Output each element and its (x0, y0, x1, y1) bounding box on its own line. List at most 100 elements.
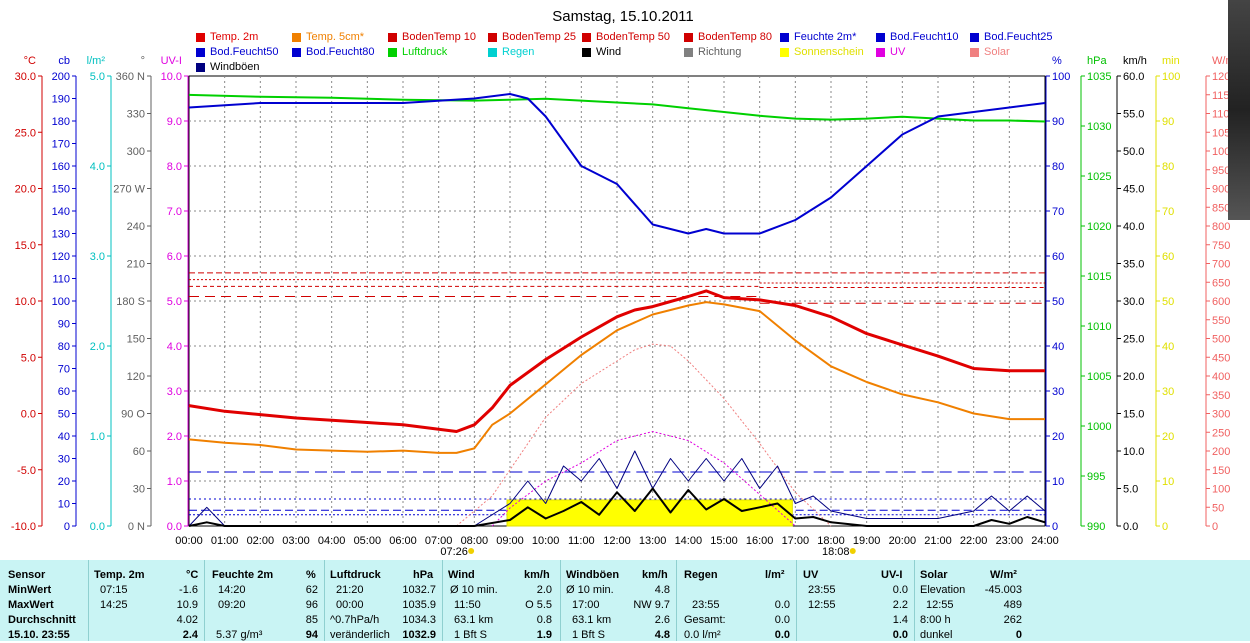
axis-tick-label: 60 (58, 386, 70, 398)
axis-tick-label: 60 (1162, 251, 1174, 263)
axis-tick-label: 20.0 (15, 184, 36, 196)
axis-tick-label: 3.0 (90, 251, 105, 263)
axis-tick-label: 80 (1052, 161, 1064, 173)
axis-tick-label: 0 (64, 521, 70, 533)
axis-tick-label: 360 N (116, 71, 145, 83)
stats-table: Sensor Temp. 2m °C Feuchte 2m % Luftdruc… (0, 560, 1250, 641)
axis-tick-label: 180 S (116, 296, 145, 308)
feuchte-min-time: 14:20 (218, 584, 246, 596)
axis-tick-label: 0 N (128, 521, 145, 533)
legend-label: Feuchte 2m* (794, 31, 857, 43)
hdr-feuchte: Feuchte 2m (212, 569, 274, 581)
hdr-luft-unit: hPa (413, 569, 434, 581)
temp-max-time: 14:25 (100, 599, 128, 611)
x-tick-label: 00:00 (175, 535, 203, 547)
axis-tick-label: 450 (1212, 352, 1230, 364)
x-tick-label: 21:00 (924, 535, 952, 547)
axis-tick-label: 10.0 (15, 296, 36, 308)
axis-tick-label: 0.0 (1123, 521, 1138, 533)
legend-label: BodenTemp 10 (402, 31, 476, 43)
axis-tick-label: 650 (1212, 277, 1230, 289)
x-tick-label: 05:00 (354, 535, 382, 547)
legend-item: Bod.Feucht25 (970, 30, 1053, 44)
hdr-feuchte-unit: % (306, 569, 316, 581)
x-tick-label: 20:00 (889, 535, 917, 547)
series-lines (188, 93, 1046, 527)
hdr-boeen: Windböen (566, 569, 620, 581)
axis-tick-label: 30 (1052, 386, 1064, 398)
series-line-feuchte-2m- (188, 93, 1046, 235)
axis-tick-label: 1030 (1087, 121, 1111, 133)
luft-avg: 1034.3 (402, 614, 436, 626)
regen-r4-label: 0.0 l/m² (684, 629, 721, 641)
legend-swatch (876, 47, 885, 57)
axis-tick-label: 80 (58, 341, 70, 353)
x-tick-label: 15:00 (710, 535, 738, 547)
legend-swatch (196, 47, 205, 57)
legend-item: BodenTemp 25 (488, 30, 576, 44)
axis-tick-label: 850 (1212, 202, 1230, 214)
row-label-min: MinWert (8, 584, 52, 596)
axis-tick-label: 60 (133, 446, 145, 458)
legend-item: Bod.Feucht10 (876, 30, 959, 44)
legend-swatch (970, 47, 979, 57)
x-tick-label: 23:00 (996, 535, 1024, 547)
hdr-regen: Regen (684, 569, 718, 581)
axis-tick-label: 250 (1212, 427, 1230, 439)
legend-item: Richtung (684, 45, 741, 59)
axis-tick-label: 90 (1162, 116, 1174, 128)
axis-tick-label: 500 (1212, 334, 1230, 346)
axis-tick-label: 1010 (1087, 321, 1111, 333)
axis-tick-label: 140 (52, 206, 70, 218)
series-line-wind (188, 487, 1046, 527)
axis-tick-label: 160 (52, 161, 70, 173)
axis-tick-label: 150 (127, 334, 145, 346)
axis-tick-label: 110 (52, 274, 70, 286)
axis-tick-label: 100 (1212, 484, 1230, 496)
legend-label: BodenTemp 25 (502, 31, 576, 43)
axis-tick-label: -5.0 (17, 465, 36, 477)
axis-tick-label: 50 (1162, 296, 1174, 308)
axis-tick-label: 8.0 (167, 161, 182, 173)
legend-swatch (388, 32, 397, 42)
solar-r3: 262 (1003, 614, 1022, 626)
legend-label: BodenTemp 50 (596, 31, 670, 43)
chart-title: Samstag, 15.10.2011 (552, 8, 694, 25)
axis-tick-label: 5.0 (21, 352, 36, 364)
axis-tick-label: 100 (52, 296, 70, 308)
wind-now: 1.9 (536, 629, 552, 641)
luft-max-time: 00:00 (336, 599, 364, 611)
axis-tick-label: 70 (58, 364, 70, 376)
hdr-solar: Solar (920, 569, 948, 581)
axis-tick-label: 300 (1212, 409, 1230, 421)
legend-label: Bod.Feucht80 (306, 46, 375, 58)
axis-tick-label: 1020 (1087, 221, 1111, 233)
axis-tick-label: 40.0 (1123, 221, 1144, 233)
solar-r1-label: Elevation (920, 584, 966, 596)
hdr-uv-unit: UV-I (881, 569, 903, 581)
boeen-r3-label: 63.1 km (572, 614, 612, 626)
x-tick-label: 09:00 (496, 535, 524, 547)
axis-tick-label: 2.0 (90, 341, 105, 353)
x-tick-label: 01:00 (211, 535, 239, 547)
uv-r2-time: 12:55 (808, 599, 836, 611)
luft-min: 1032.7 (402, 584, 436, 596)
legend-item: Feuchte 2m* (780, 30, 856, 44)
regen-r3: 0.0 (774, 614, 790, 626)
axis-unit-label: cb (58, 55, 70, 67)
axis-unit-label: l/m² (87, 55, 106, 67)
x-tick-label: 18:00 (817, 535, 845, 547)
sunshine-bar (506, 499, 793, 527)
axis-tick-label: 150 (52, 184, 70, 196)
axis-unit-label: UV-I (161, 55, 182, 67)
legend-item: Temp. 2m (196, 30, 258, 44)
legend-item: Sonnenschein (780, 45, 864, 59)
axis-tick-label: 2.0 (167, 431, 182, 443)
row-label-now: 15.10. 23:55 (8, 629, 70, 641)
x-tick-label: 14:00 (675, 535, 703, 547)
x-tick-label: 10:00 (532, 535, 560, 547)
axis-tick-label: 10.0 (1123, 446, 1144, 458)
x-tick-label: 08:00 (461, 535, 489, 547)
axis-tick-label: 600 (1212, 296, 1230, 308)
axis-unit-label: ° (141, 55, 145, 67)
